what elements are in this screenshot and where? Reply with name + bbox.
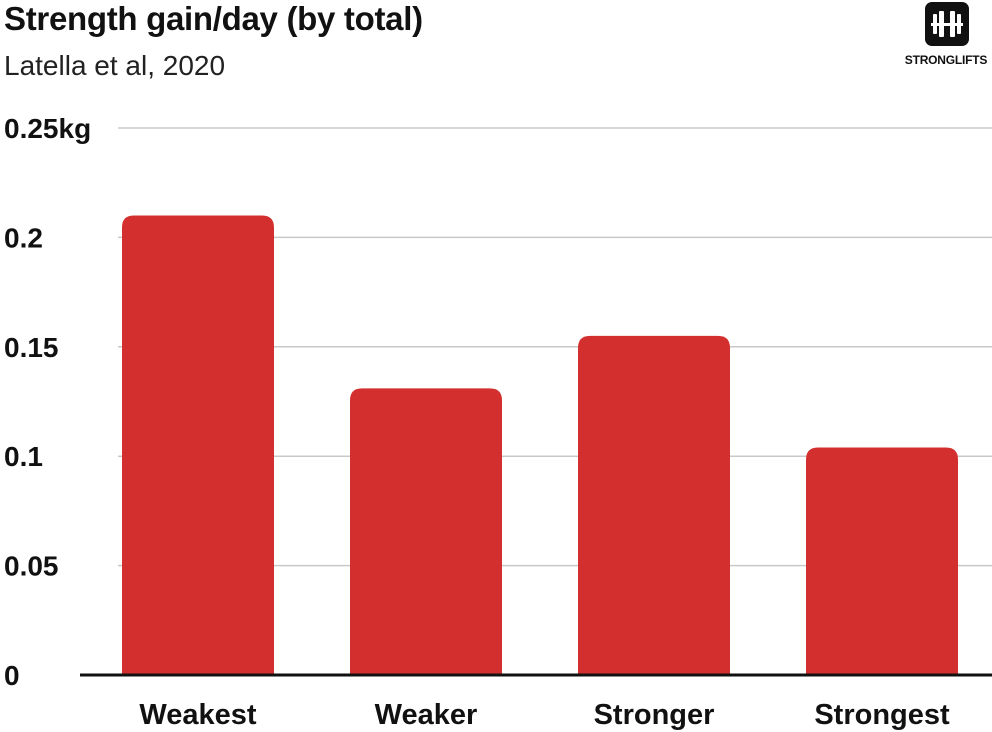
y-tick-label: 0: [4, 660, 20, 691]
bar: [122, 215, 274, 675]
bar: [578, 335, 730, 675]
bar: [806, 447, 958, 675]
barbell-icon: [925, 2, 969, 46]
x-tick-label: Strongest: [814, 699, 950, 731]
bar: [350, 388, 502, 675]
chart-subtitle: Latella et al, 2020: [4, 50, 226, 81]
stronglifts-logo: STRONGLIFTS: [900, 0, 992, 76]
x-tick-label: Weaker: [375, 699, 478, 731]
chart-title: Strength gain/day (by total): [4, 0, 423, 37]
y-tick-label: 0.15: [4, 332, 59, 363]
logo-text: STRONGLIFTS: [904, 53, 988, 67]
y-tick-label: 0.25kg: [4, 113, 91, 144]
y-tick-label: 0.05: [4, 551, 59, 582]
y-tick-label: 0.1: [4, 441, 43, 472]
x-tick-label: Weakest: [139, 699, 256, 731]
x-tick-label: Stronger: [594, 699, 715, 731]
y-tick-label: 0.2: [4, 222, 43, 253]
